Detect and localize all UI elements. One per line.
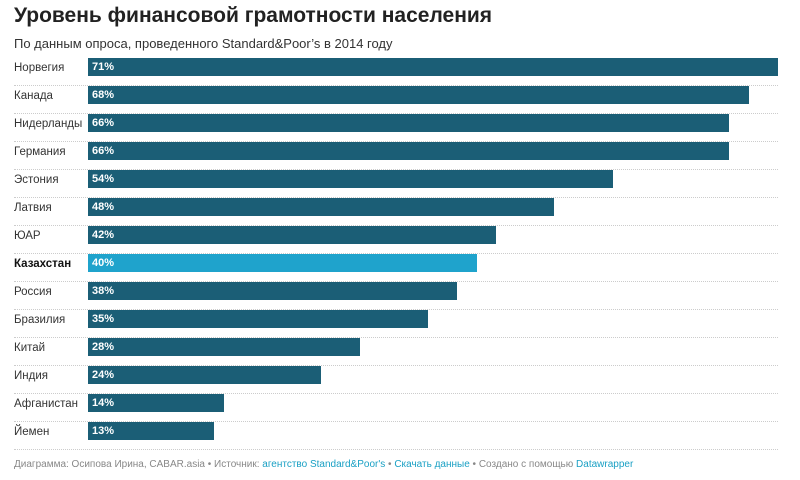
category-label: Эстония: [14, 174, 59, 186]
bar: [88, 86, 749, 104]
value-label: 66%: [92, 145, 115, 157]
chart-title: Уровень финансовой грамотности населения: [14, 4, 493, 27]
chart-subtitle: По данным опроса, проведенного Standard&…: [14, 36, 393, 51]
bar-row: Канада 68%: [14, 85, 778, 114]
value-label: 48%: [92, 201, 115, 213]
bar-row: ЮАР 42%: [14, 225, 778, 254]
category-label: Индия: [14, 370, 48, 382]
bar: [88, 170, 613, 188]
category-label: Казахстан: [14, 258, 72, 270]
bar: [88, 198, 555, 216]
category-label: Китай: [14, 342, 46, 354]
category-label: ЮАР: [14, 230, 41, 242]
bar-row: Бразилия 35%: [14, 309, 778, 338]
bar-row: Китай 28%: [14, 337, 778, 366]
category-label: Латвия: [14, 202, 52, 214]
bar-row: Эстония 54%: [14, 169, 778, 198]
value-label: 40%: [92, 257, 115, 269]
bar: [88, 254, 477, 272]
bar-row: Индия 24%: [14, 365, 778, 394]
bar-row: Йемен 13%: [14, 421, 778, 450]
bar-row: Афганистан 14%: [14, 393, 778, 422]
value-label: 14%: [92, 397, 115, 409]
bar: [88, 422, 215, 440]
bar: [88, 338, 361, 356]
value-label: 68%: [92, 89, 115, 101]
bar-row: Германия 66%: [14, 141, 778, 170]
bar-row: Норвегия 71%: [14, 57, 778, 86]
category-label: Нидерланды: [14, 118, 83, 130]
bar: [88, 282, 458, 300]
source-link[interactable]: агентство Standard&Poor's: [262, 459, 386, 470]
value-label: 28%: [92, 341, 115, 353]
value-label: 71%: [92, 61, 115, 73]
category-label: Германия: [14, 146, 66, 158]
footer-credits: Диаграмма: Осипова Ирина, CABAR.asia • И…: [14, 459, 263, 470]
footer-sep: •: [385, 459, 395, 470]
value-label: 38%: [92, 285, 115, 297]
bar: [88, 114, 730, 132]
bar: [88, 394, 225, 412]
category-label: Норвегия: [14, 62, 65, 74]
bar: [88, 58, 778, 76]
value-label: 42%: [92, 229, 115, 241]
bar: [88, 310, 429, 328]
download-data-link[interactable]: Скачать данные: [394, 459, 470, 470]
category-label: Афганистан: [14, 398, 79, 410]
value-label: 66%: [92, 117, 115, 129]
bar-row: Нидерланды 66%: [14, 113, 778, 142]
bar-row: Россия 38%: [14, 281, 778, 310]
value-label: 24%: [92, 369, 115, 381]
bar-row: Латвия 48%: [14, 197, 778, 226]
bar: [88, 142, 730, 160]
value-label: 13%: [92, 425, 115, 437]
bar-row: Казахстан 40%: [14, 253, 778, 282]
bar: [88, 366, 322, 384]
category-label: Канада: [14, 90, 53, 102]
category-label: Россия: [14, 286, 52, 298]
value-label: 54%: [92, 173, 115, 185]
category-label: Бразилия: [14, 314, 66, 326]
footer-created-with: • Создано с помощью: [469, 459, 577, 470]
bar: [88, 226, 497, 244]
value-label: 35%: [92, 313, 115, 325]
datawrapper-link[interactable]: Datawrapper: [576, 459, 634, 470]
footer: Диаграмма: Осипова Ирина, CABAR.asia • И…: [14, 459, 633, 470]
category-label: Йемен: [14, 426, 50, 438]
